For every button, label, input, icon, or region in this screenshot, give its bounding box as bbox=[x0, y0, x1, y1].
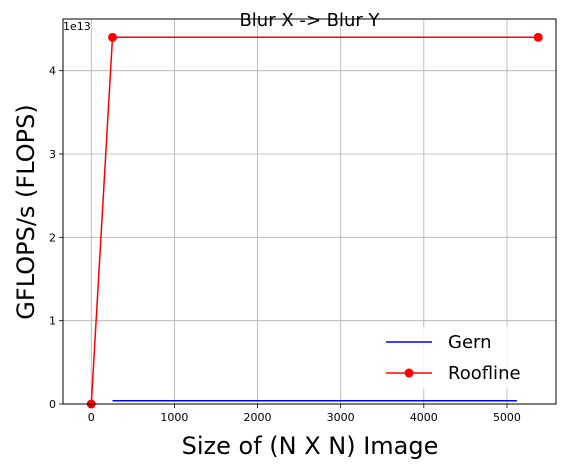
x-tick-label: 2000 bbox=[244, 411, 272, 424]
axis-ticks: 0 1000 2000 3000 4000 5000 0 1 2 3 4 bbox=[49, 65, 521, 424]
plot-frame bbox=[62, 18, 557, 405]
series-layer bbox=[86, 32, 543, 409]
chart-title: Blur X -> Blur Y bbox=[239, 10, 380, 31]
legend: Gern Roofline bbox=[376, 327, 547, 389]
legend-label-roofline: Roofline bbox=[448, 363, 521, 384]
data-point-roofline bbox=[108, 32, 118, 42]
x-tick-label: 3000 bbox=[327, 411, 355, 424]
y-tick-label: 4 bbox=[49, 65, 56, 78]
y-axis-label: GFLOPS/s (FLOPS) bbox=[12, 104, 40, 319]
x-tick-label: 0 bbox=[88, 411, 95, 424]
x-axis-label: Size of (N X N) Image bbox=[182, 432, 439, 460]
legend-marker-roofline bbox=[404, 368, 414, 378]
y-tick-label: 3 bbox=[49, 148, 56, 161]
y-axis-offset-text: 1e13 bbox=[63, 20, 91, 33]
x-tick-label: 1000 bbox=[160, 411, 188, 424]
y-tick-label: 0 bbox=[49, 398, 56, 411]
x-tick-label: 4000 bbox=[410, 411, 438, 424]
data-point-roofline bbox=[533, 32, 543, 42]
grid-lines bbox=[63, 19, 556, 405]
y-tick-label: 1 bbox=[49, 315, 56, 328]
legend-entries: Gern Roofline bbox=[386, 332, 521, 384]
x-tick-label: 5000 bbox=[493, 411, 521, 424]
legend-label-gern: Gern bbox=[448, 332, 492, 353]
y-tick-label: 2 bbox=[49, 231, 56, 244]
